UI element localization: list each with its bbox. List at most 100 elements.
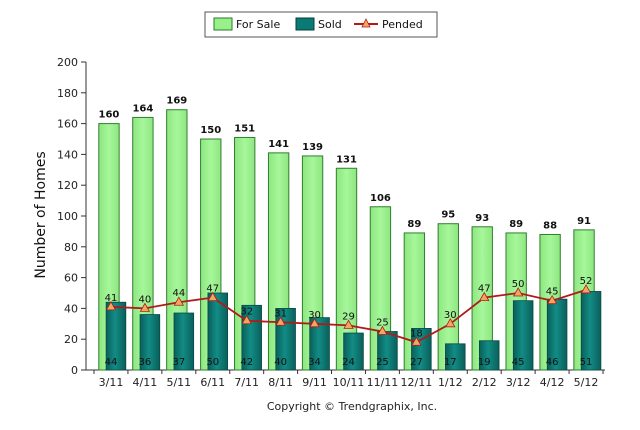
- y-tick-label: 60: [64, 272, 78, 285]
- y-tick-label: 0: [71, 364, 78, 377]
- x-tick-label: 2/12: [472, 376, 497, 389]
- x-tick-label: 12/11: [401, 376, 433, 389]
- x-tick-label: 4/12: [540, 376, 565, 389]
- sold-bar: [173, 312, 195, 371]
- copyright-text: Copyright © Trendgraphix, Inc.: [267, 400, 437, 413]
- y-axis-label: Number of Homes: [33, 151, 49, 278]
- x-tick-label: 1/12: [438, 376, 463, 389]
- pended-marker: [105, 301, 117, 311]
- pended-marker: [207, 291, 218, 302]
- for-sale-value-label: 95: [441, 210, 455, 221]
- pended-marker: [377, 325, 388, 335]
- sold-value-label: 37: [172, 357, 185, 368]
- for-sale-value-label: 93: [475, 213, 489, 224]
- pended-marker: [546, 294, 558, 305]
- x-tick-label: 10/11: [333, 376, 365, 389]
- y-tick-label: 180: [57, 87, 78, 100]
- sold-value-label: 24: [342, 357, 355, 368]
- sold-value-label: 42: [240, 357, 253, 368]
- sold-bar: [207, 292, 229, 371]
- pended-value-label: 50: [512, 279, 525, 290]
- for-sale-value-label: 139: [302, 142, 323, 153]
- axes: 0 20 40 60 80 100 120 140 160 180 200 3/11 4/11 5/11 6…: [57, 56, 605, 389]
- legend-sold-swatch: [295, 17, 315, 31]
- sold-value-label: 19: [478, 357, 491, 368]
- pended-value-label: 31: [274, 308, 287, 319]
- legend-forsale-swatch: [213, 17, 233, 31]
- sold-value-label: 40: [274, 357, 287, 368]
- y-tick-label: 40: [64, 302, 78, 315]
- pended-value-label: 32: [240, 307, 253, 318]
- x-tick-label: 11/11: [367, 376, 399, 389]
- pended-value-label: 44: [172, 288, 185, 299]
- pended-marker: [343, 319, 354, 329]
- for-sale-value-label: 160: [99, 110, 120, 121]
- x-tick-label: 7/11: [234, 376, 259, 389]
- legend-forsale-label: For Sale: [236, 18, 280, 31]
- sold-value-label: 36: [139, 357, 152, 368]
- x-tick-label: 3/11: [99, 376, 124, 389]
- sold-bar: [512, 300, 534, 371]
- for-sale-value-label: 89: [509, 219, 523, 230]
- for-sale-value-label: 141: [268, 139, 289, 150]
- pended-value-label: 47: [478, 284, 491, 295]
- sold-bar: [309, 317, 330, 371]
- pended-value-label: 30: [444, 310, 457, 321]
- sold-bar: [580, 291, 602, 371]
- y-tick-label: 80: [64, 241, 78, 254]
- pended-marker: [479, 291, 490, 302]
- pended-value-label: 29: [342, 311, 355, 322]
- sold-value-label: 17: [444, 357, 457, 368]
- sold-value-label: 50: [206, 357, 219, 368]
- pended-value-label: 47: [206, 284, 219, 295]
- pended-marker: [445, 317, 456, 328]
- for-sale-value-label: 150: [200, 125, 221, 136]
- data-labels: 160 164 169 150 151 141 139 131 106 89 95 93 89 88 91 4…: [99, 96, 593, 368]
- pended-value-label: 25: [376, 318, 389, 329]
- legend-box: [204, 11, 438, 38]
- for-sale-value-label: 151: [234, 123, 255, 134]
- x-tick-label: 6/11: [200, 376, 225, 389]
- for-sale-value-label: 91: [577, 216, 591, 227]
- pended-value-label: 52: [580, 276, 593, 287]
- pended-value-label: 40: [139, 294, 152, 305]
- for-sale-value-label: 169: [166, 96, 187, 107]
- y-tick-label: 20: [64, 333, 78, 346]
- pended-marker: [309, 317, 320, 328]
- pended-marker: [139, 302, 151, 312]
- pended-value-label: 30: [308, 310, 321, 321]
- pended-marker: [411, 336, 422, 346]
- for-sale-value-label: 89: [407, 219, 421, 230]
- sold-bar: [139, 314, 161, 371]
- sold-value-label: 27: [410, 357, 423, 368]
- y-tick-label: 100: [57, 210, 78, 223]
- sold-value-label: 44: [105, 357, 118, 368]
- sold-bar: [445, 343, 466, 371]
- legend-pended-label: Pended: [382, 18, 423, 31]
- pended-marker: [512, 287, 524, 297]
- sold-bar: [478, 340, 500, 371]
- x-tick-label: 8/11: [268, 376, 293, 389]
- sold-bar: [377, 331, 398, 371]
- sold-value-label: 51: [580, 357, 593, 368]
- sold-value-label: 34: [308, 357, 321, 368]
- sold-value-label: 46: [546, 357, 559, 368]
- sold-value-label: 45: [512, 357, 525, 368]
- x-tick-label: 5/11: [166, 376, 191, 389]
- y-tick-label: 200: [57, 56, 78, 69]
- pended-series: [105, 284, 592, 346]
- x-tick-label: 5/12: [574, 376, 599, 389]
- sold-value-label: 25: [376, 357, 389, 368]
- legend-pended-marker: [361, 18, 371, 28]
- legend: For Sale Sold Pended: [204, 11, 438, 38]
- bars: [98, 109, 602, 371]
- y-tick-label: 140: [57, 148, 78, 161]
- pended-marker: [173, 296, 185, 306]
- pended-marker: [580, 284, 592, 294]
- legend-sold-label: Sold: [318, 18, 342, 31]
- pended-marker: [241, 314, 252, 325]
- x-tick-label: 4/11: [133, 376, 158, 389]
- y-tick-label: 120: [57, 179, 78, 192]
- for-sale-value-label: 131: [336, 154, 357, 165]
